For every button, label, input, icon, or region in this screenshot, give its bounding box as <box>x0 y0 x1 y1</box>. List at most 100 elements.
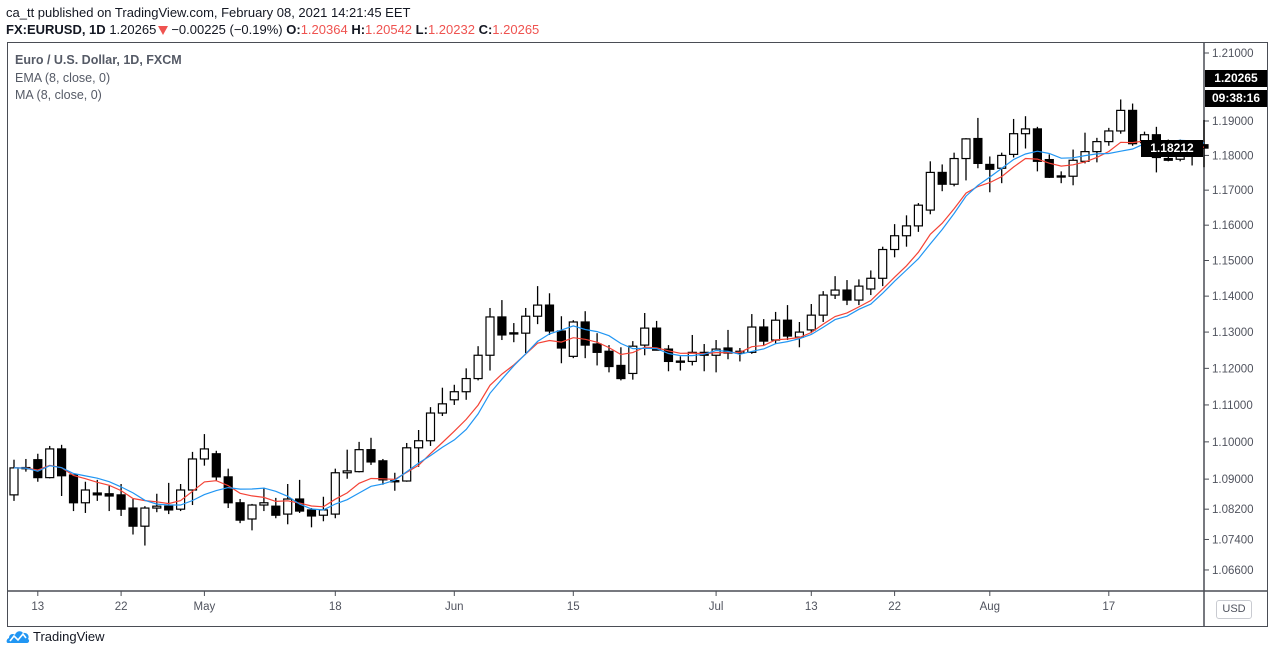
candle <box>461 368 471 400</box>
candle <box>723 329 733 360</box>
candle <box>1127 103 1138 146</box>
candle <box>497 300 507 341</box>
candle <box>794 321 805 348</box>
candle-body-up <box>9 467 19 496</box>
high-label: H: <box>351 22 366 37</box>
candle <box>521 307 531 354</box>
candle <box>116 483 126 516</box>
candle <box>711 340 721 373</box>
candle <box>616 347 626 381</box>
close-value: 1.20265 <box>492 22 540 37</box>
candle <box>1032 126 1043 172</box>
candle <box>473 346 483 381</box>
candle-body-down <box>366 449 376 463</box>
candle <box>1056 171 1066 184</box>
candle <box>1008 118 1019 158</box>
candle-body-down <box>306 509 317 517</box>
price-tick-label: 1.12000 <box>1212 363 1254 375</box>
candle-body-down <box>782 319 793 337</box>
candle-body-down <box>985 163 995 170</box>
candle-body-up <box>473 354 483 380</box>
time-tick-label: 13 <box>805 601 818 613</box>
candle <box>354 441 364 473</box>
candle <box>449 384 459 405</box>
tradingview-logo[interactable]: TradingView <box>6 628 105 644</box>
candle-body-up <box>485 316 495 356</box>
high-value: 1.20542 <box>365 22 413 37</box>
candle <box>68 474 79 512</box>
candle-body-up <box>176 489 186 510</box>
candle <box>949 152 959 187</box>
time-tick-label: 17 <box>1102 601 1115 613</box>
price-axis[interactable]: 1.21000 1.19000 1.18000 1.17000 1.16000 1.150… <box>1204 48 1254 577</box>
candle-body-down <box>651 327 662 351</box>
candle-body-up <box>925 171 935 211</box>
candle-body-up <box>1092 141 1102 153</box>
triangle-down-icon <box>158 26 169 35</box>
time-tick-label: 13 <box>31 601 44 613</box>
time-tick-label: 18 <box>329 601 342 613</box>
candle <box>830 276 840 299</box>
candle <box>842 280 852 306</box>
candle <box>223 468 233 509</box>
candle-body-up <box>1068 159 1078 177</box>
price-tick-label: 1.19000 <box>1212 116 1254 128</box>
candle-body-down <box>616 364 626 380</box>
candle <box>378 458 388 485</box>
candle-body-up <box>354 449 364 473</box>
legend-ma[interactable]: MA (8, close, 0) <box>15 88 102 102</box>
sma-line <box>13 139 1205 511</box>
price-tick-label: 1.21000 <box>1212 48 1254 60</box>
candle-body-down <box>235 502 245 521</box>
candle-body-up <box>747 326 757 353</box>
open-label: O: <box>286 22 301 37</box>
candle-body-up <box>247 504 257 520</box>
price-tick-label: 1.16000 <box>1212 220 1254 232</box>
candle <box>556 316 567 364</box>
candle <box>164 482 174 515</box>
last-price-label: 1.20265 <box>1205 70 1267 87</box>
candle-body-up <box>187 458 198 491</box>
candle-body-down <box>116 494 126 510</box>
candle-body-down <box>592 343 602 353</box>
candle-body-down <box>759 326 769 342</box>
low-label: L: <box>415 22 428 37</box>
candle-body-up <box>449 391 459 401</box>
brand-name: TradingView <box>33 628 105 644</box>
candle-body-up <box>878 248 888 279</box>
candle <box>247 503 257 531</box>
candle <box>104 485 114 512</box>
candle <box>687 334 697 366</box>
indicator-lines <box>13 139 1205 511</box>
candle-body-down <box>1163 157 1173 161</box>
candle <box>80 481 91 513</box>
price-tick-label: 1.08200 <box>1212 504 1254 516</box>
tradingview-cloud-icon <box>6 631 30 643</box>
time-axis[interactable]: 13 22 May 18 Jun 15 Jul 13 22 Aug 17 <box>31 591 1115 613</box>
candle-body-down <box>675 360 686 363</box>
candle <box>21 458 31 472</box>
price-change: −0.00225 (−0.19%) <box>171 22 283 37</box>
candle <box>866 270 876 296</box>
candle <box>628 341 638 380</box>
candle <box>889 224 900 258</box>
candle <box>973 117 983 169</box>
legend-series-title[interactable]: Euro / U.S. Dollar, 1D, FXCM <box>15 53 182 67</box>
candle <box>56 444 67 497</box>
price-tick-label: 1.09000 <box>1212 474 1254 486</box>
candle <box>92 479 102 501</box>
legend-ema[interactable]: EMA (8, close, 0) <box>15 71 111 85</box>
time-tick-label: Jul <box>709 601 724 613</box>
candle <box>283 483 293 525</box>
candle-body-up <box>806 314 816 331</box>
currency-button[interactable]: USD <box>1216 600 1252 619</box>
price-tick-label: 1.13000 <box>1212 327 1254 339</box>
candles <box>9 99 1209 546</box>
candle-body-down <box>604 350 614 368</box>
candle-body-up <box>1008 133 1019 155</box>
candle-body-up <box>961 138 971 160</box>
candle-body-down <box>68 474 79 504</box>
candle-body-down <box>556 330 567 349</box>
last-price: 1.20265 <box>109 22 157 37</box>
